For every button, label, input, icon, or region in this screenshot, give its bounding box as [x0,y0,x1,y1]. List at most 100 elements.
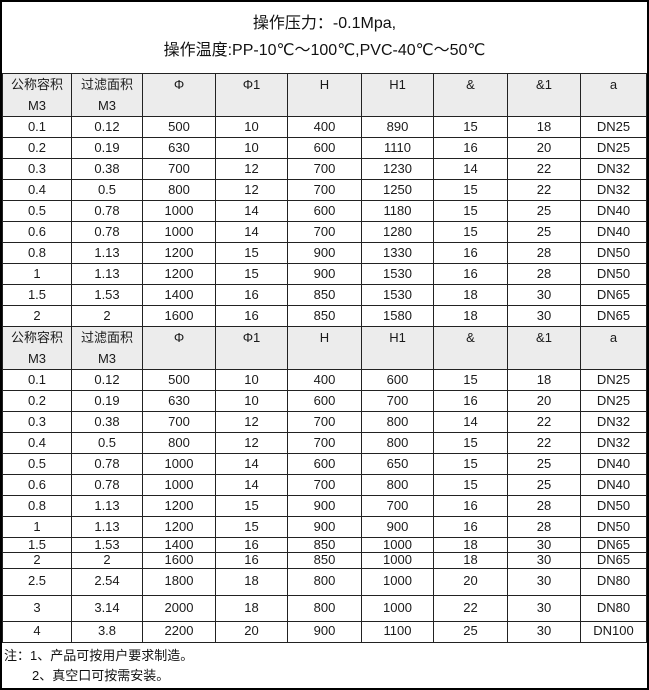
column-header: 过滤面积 M3 [71,326,143,370]
table-cell: 900 [361,516,434,538]
table-cell: 12 [215,179,288,201]
table-cell: 1000 [142,453,216,475]
operating-pressure-text: 操作压力：-0.1Mpa, [252,15,397,33]
table-cell: 1580 [361,305,434,327]
table-cell: 3.14 [71,594,143,622]
table-cell: 0.6 [2,474,72,496]
column-header: Φ [142,326,216,370]
table-cell: 0.19 [71,137,143,159]
table-cell: 18 [507,116,581,138]
table-cell: 700 [287,411,362,433]
table-cell: 2000 [142,594,216,622]
table-row: 0.1 0.12 500 10 400 890 15 18 DN25 [2,116,647,138]
table-cell: 800 [361,432,434,454]
table-cell: 2 [2,552,72,569]
column-header: H [287,326,362,370]
table-cell: 0.6 [2,221,72,243]
table-cell: 1.5 [2,284,72,306]
table-cell: 600 [361,369,434,391]
table-row: 2 2 1600 16 850 1000 18 30 DN65 [2,552,647,569]
column-header: Φ1 [215,326,288,370]
table-cell: 16 [215,536,288,554]
table-cell: 28 [507,495,581,517]
table-cell: 0.5 [71,179,143,201]
table-cell: 900 [287,620,362,643]
table-row: 0.4 0.5 800 12 700 800 15 22 DN32 [2,432,647,454]
table-cell: 1110 [361,137,434,159]
table-cell: 15 [215,242,288,264]
table-cell: 1 [2,263,72,285]
table-cell: 600 [287,390,362,412]
table-row: 2 2 1600 16 850 1580 18 30 DN65 [2,305,647,327]
table-cell: 0.8 [2,242,72,264]
table-cell: 2.54 [71,567,143,596]
table-cell: 2200 [142,620,216,643]
table-row: 1 1.13 1200 15 900 1530 16 28 DN50 [2,263,647,285]
table-cell: 800 [361,474,434,496]
table-cell: DN32 [580,432,647,454]
footnote-2: 2、真空口可按需安装。 [32,668,170,684]
operating-temperature-text: 操作温度:PP-10℃～100℃,PVC-40℃～50℃ [163,41,486,59]
table-row: 0.2 0.19 630 10 600 700 16 20 DN25 [2,390,647,412]
table-cell: 25 [507,221,581,243]
table-cell: 25 [433,620,508,643]
table-cell: 0.78 [71,200,143,222]
table-row: 4 3.8 2200 20 900 1100 25 30 DN100 [2,620,647,643]
table-cell: 900 [287,516,362,538]
table-cell: 0.1 [2,369,72,391]
table-cell: 800 [142,432,216,454]
table-cell: 30 [507,567,581,596]
table-cell: 1.13 [71,495,143,517]
table-cell: 700 [361,495,434,517]
table-cell: DN40 [580,221,647,243]
table-cell: 900 [287,242,362,264]
table-cell: 0.78 [71,474,143,496]
table-cell: 0.78 [71,221,143,243]
table-cell: 16 [433,242,508,264]
table-cell: 700 [287,432,362,454]
table-cell: DN50 [580,242,647,264]
table-cell: 10 [215,137,288,159]
table-cell: 0.5 [2,453,72,475]
table-cell: 600 [287,453,362,475]
table-cell: 0.38 [71,411,143,433]
table-cell: 630 [142,137,216,159]
table-row: 1.5 1.53 1400 16 850 1530 18 30 DN65 [2,284,647,306]
table-cell: DN65 [580,284,647,306]
table-cell: 28 [507,263,581,285]
table-cell: 1530 [361,263,434,285]
table-cell: 1.13 [71,263,143,285]
table-cell: 1230 [361,158,434,180]
table-cell: 0.5 [2,200,72,222]
table-cell: 1280 [361,221,434,243]
table-cell: 1 [2,516,72,538]
column-header: H1 [361,73,434,117]
table-cell: 650 [361,453,434,475]
table-cell: 1000 [142,221,216,243]
table-cell: 14 [433,411,508,433]
table-cell: 0.19 [71,390,143,412]
column-header: &1 [507,73,581,117]
table-cell: 1600 [142,305,216,327]
table-cell: 2 [71,552,143,569]
table-cell: 1530 [361,284,434,306]
table-row: 0.8 1.13 1200 15 900 700 16 28 DN50 [2,495,647,517]
table-cell: 600 [287,200,362,222]
table-cell: 16 [433,390,508,412]
table-cell: 16 [215,552,288,569]
table-cell: DN40 [580,474,647,496]
table-cell: 700 [142,158,216,180]
table-cell: 1200 [142,263,216,285]
table-cell: 700 [287,158,362,180]
table-cell: DN50 [580,263,647,285]
table-row: 0.1 0.12 500 10 400 600 15 18 DN25 [2,369,647,391]
table-cell: 0.4 [2,432,72,454]
table-row: 0.4 0.5 800 12 700 1250 15 22 DN32 [2,179,647,201]
table-cell: 0.4 [2,179,72,201]
table-cell: 850 [287,305,362,327]
table-cell: 10 [215,116,288,138]
table-cell: 15 [433,474,508,496]
table-row: 0.5 0.78 1000 14 600 650 15 25 DN40 [2,453,647,475]
table-cell: 630 [142,390,216,412]
